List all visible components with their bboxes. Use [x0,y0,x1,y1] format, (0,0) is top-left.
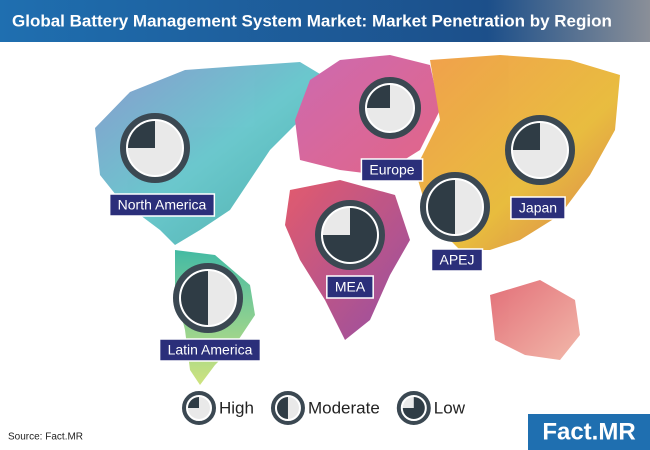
label-box [360,158,424,182]
continent [490,280,580,360]
label-box [108,193,216,217]
label-box [430,248,484,272]
region-name: Latin America [168,342,253,358]
icon-sector [188,397,199,408]
icon-sector [128,121,155,148]
region-label: APEJ [430,248,484,272]
legend-label: Low [434,398,466,417]
logo: Fact.MR [542,418,635,445]
region-name: APEJ [439,252,474,268]
icon-sector [367,85,390,108]
label-box [158,338,262,362]
logo-box [528,414,650,450]
label-box [326,275,374,299]
icon-sector [181,271,208,325]
icon-sector [323,208,377,262]
region-name: Japan [519,200,557,216]
region-label: MEA [326,275,374,299]
region-label: Japan [510,196,566,220]
icon-sector [513,123,540,150]
region-label: Latin America [158,338,262,362]
region-name: Europe [369,162,414,178]
header-bar [0,0,650,42]
regions: North America Europe Japan APEJ MEA Latin Ame… [108,77,575,362]
legend-label: Moderate [308,398,380,417]
icon-sector [428,180,455,234]
legend-label: High [219,398,254,417]
icon-sector [276,397,288,419]
label-box [510,196,566,220]
legend: High Moderate Low [182,391,466,425]
title: Global Battery Management System Market:… [12,11,612,30]
region-label: North America [108,193,216,217]
icon-sector [402,397,425,420]
source: Source: Fact.MR [8,432,83,443]
region-label: Europe [360,158,424,182]
region-name: MEA [335,279,366,295]
region-name: North America [118,197,207,213]
